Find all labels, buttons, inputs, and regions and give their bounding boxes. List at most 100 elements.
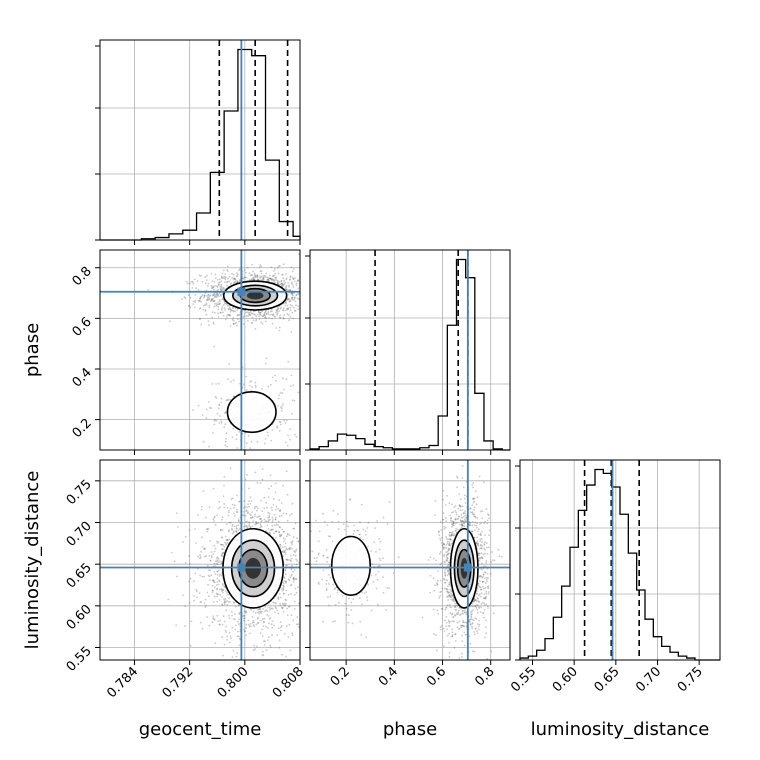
scatter-point — [453, 534, 455, 537]
scatter-point — [259, 311, 262, 314]
scatter-point — [261, 310, 263, 312]
scatter-point — [260, 272, 263, 275]
scatter-point — [446, 494, 449, 497]
scatter-point — [238, 280, 241, 283]
scatter-point — [275, 607, 278, 610]
scatter-point — [364, 530, 367, 533]
scatter-point — [278, 627, 280, 629]
scatter-point — [341, 595, 344, 597]
scatter-point — [235, 624, 237, 627]
scatter-point — [448, 656, 451, 658]
scatter-point — [248, 313, 250, 316]
scatter-point — [297, 623, 300, 626]
scatter-point — [452, 598, 454, 600]
scatter-point — [208, 595, 210, 597]
scatter-point — [344, 602, 346, 605]
scatter-point — [197, 555, 199, 558]
scatter-point — [283, 551, 285, 554]
scatter-point — [220, 420, 222, 422]
scatter-point — [291, 298, 293, 301]
scatter-point — [208, 324, 210, 327]
scatter-point — [188, 580, 190, 583]
scatter-point — [438, 596, 441, 599]
scatter-point — [285, 535, 288, 538]
scatter-point — [450, 532, 453, 534]
scatter-point — [487, 585, 490, 588]
scatter-point — [236, 620, 239, 623]
scatter-point — [256, 278, 259, 281]
scatter-point — [198, 274, 201, 277]
scatter-point — [259, 270, 262, 273]
scatter-point — [450, 534, 452, 536]
scatter-point — [225, 302, 228, 305]
scatter-point — [218, 507, 220, 510]
scatter-point — [235, 510, 238, 513]
scatter-point — [221, 603, 223, 606]
scatter-point — [446, 628, 449, 631]
scatter-point — [218, 623, 221, 626]
scatter-point — [350, 601, 353, 604]
scatter-point — [263, 507, 266, 509]
scatter-point — [282, 581, 284, 584]
scatter-point — [446, 542, 449, 545]
scatter-point — [460, 520, 462, 523]
scatter-point — [285, 287, 288, 289]
scatter-point — [249, 496, 252, 499]
scatter-point — [492, 612, 495, 615]
scatter-point — [220, 543, 222, 546]
scatter-point — [479, 538, 482, 540]
scatter-point — [261, 510, 264, 512]
scatter-point — [283, 540, 285, 543]
scatter-point — [246, 526, 249, 529]
scatter-point — [481, 517, 484, 520]
scatter-point — [217, 583, 220, 586]
scatter-point — [276, 281, 279, 284]
scatter-point — [220, 562, 223, 564]
scatter-point — [234, 322, 237, 325]
scatter-point — [453, 522, 455, 524]
scatter-point — [246, 520, 249, 523]
scatter-point — [382, 576, 384, 579]
scatter-point — [274, 518, 277, 521]
scatter-point — [206, 528, 209, 530]
panel-frame — [309, 249, 511, 451]
scatter-point — [252, 277, 255, 280]
scatter-point — [194, 542, 197, 545]
scatter-point — [460, 516, 463, 519]
scatter-point — [449, 612, 452, 615]
scatter-point — [457, 628, 460, 631]
scatter-point — [274, 482, 277, 485]
scatter-point — [216, 285, 218, 287]
scatter-point — [229, 283, 232, 285]
scatter-point — [294, 554, 297, 557]
scatter-point — [225, 437, 227, 440]
scatter-point — [450, 598, 453, 601]
scatter-point — [203, 602, 206, 604]
scatter-point — [271, 278, 273, 281]
scatter-point — [454, 505, 457, 507]
scatter-point — [221, 636, 224, 639]
scatter-point — [231, 276, 234, 279]
scatter-point — [226, 541, 229, 544]
scatter-point — [199, 297, 202, 300]
scatter-point — [238, 527, 241, 530]
scatter-point — [285, 580, 287, 583]
scatter-point — [251, 616, 254, 618]
scatter-point — [477, 554, 480, 557]
scatter-point — [216, 293, 218, 296]
scatter-point — [221, 536, 224, 539]
scatter-point — [251, 274, 253, 277]
scatter-point — [473, 508, 475, 511]
scatter-point — [211, 298, 213, 301]
scatter-point — [208, 306, 211, 309]
scatter-point — [285, 512, 288, 515]
scatter-point — [461, 656, 463, 658]
scatter-point — [214, 418, 217, 421]
scatter-point — [455, 527, 457, 530]
scatter-point — [219, 302, 222, 305]
scatter-point — [371, 563, 374, 565]
scatter-point — [248, 632, 251, 635]
scatter-point — [265, 625, 268, 628]
scatter-point — [459, 498, 462, 501]
scatter-point — [295, 591, 298, 594]
